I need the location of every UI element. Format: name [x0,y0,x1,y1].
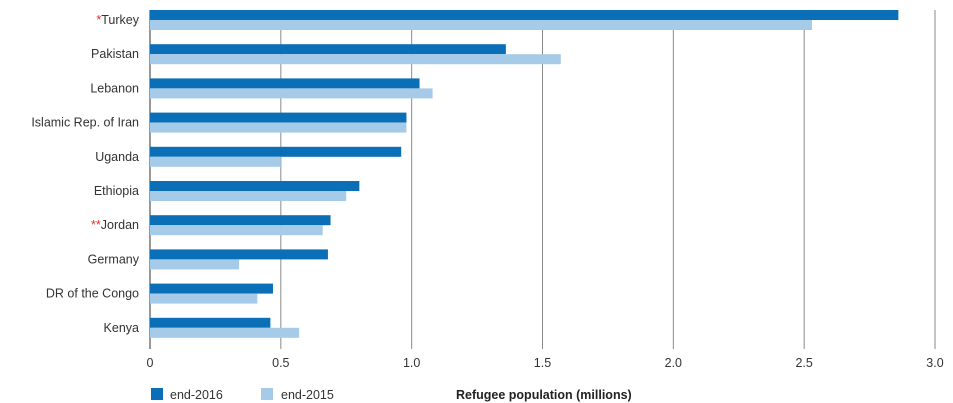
bar-end-2015-islamic-rep-of-iran [150,122,407,133]
x-tick-label: 0 [147,356,154,370]
category-label: *Turkey [96,13,139,27]
category-name: Germany [88,252,140,266]
category-name: Lebanon [90,81,139,95]
category-name: Uganda [95,150,139,164]
bar-end-2015-ethiopia [150,191,347,201]
category-name: Islamic Rep. of Iran [31,116,139,130]
bar-end-2016-lebanon [150,78,420,89]
bars [150,10,899,338]
bar-end-2015-turkey [150,20,813,30]
category-name: Pakistan [91,47,139,61]
category-name: Ethiopia [94,184,139,198]
bar-end-2015-germany [150,259,239,270]
category-label: Kenya [104,321,139,335]
bar-end-2016-kenya [150,317,271,328]
category-name: DR of the Congo [46,287,139,301]
x-tick-label: 2.5 [795,356,812,370]
legend-label-end-2015: end-2015 [281,388,334,402]
legend: end-2016 end-2015 [151,388,334,402]
bar-end-2016-islamic-rep-of-iran [150,112,407,123]
bar-end-2016-turkey [150,10,899,20]
x-tick-label: 2.0 [665,356,682,370]
legend-swatch-end-2015 [261,388,273,400]
category-label: Ethiopia [94,184,139,198]
bar-end-2016-germany [150,249,328,260]
bar-end-2016-uganda [150,146,402,157]
bar-end-2016-ethiopia [150,181,360,191]
bar-end-2016-pakistan [150,44,506,55]
bar-end-2015-lebanon [150,88,433,99]
legend-label-end-2016: end-2016 [170,388,223,402]
legend-swatch-end-2016 [151,388,163,400]
x-tick-label: 0.5 [272,356,289,370]
category-label: **Jordan [91,218,139,232]
x-axis-title: Refugee population (millions) [456,388,632,402]
footnote-marker: ** [91,218,101,232]
bar-end-2015-kenya [150,327,300,338]
category-labels: *Turkey Pakistan Lebanon Islamic Rep. of Ir… [31,13,139,335]
category-label: Pakistan [91,47,139,61]
bar-end-2015-dr-of-the-congo [150,293,258,304]
bar-end-2016-dr-of-the-congo [150,283,273,294]
category-label: DR of the Congo [46,287,139,301]
category-label: Islamic Rep. of Iran [31,116,139,130]
bar-end-2015-pakistan [150,54,561,65]
x-tick-label: 1.5 [534,356,551,370]
category-name: Turkey [101,13,139,27]
bar-end-2016-jordan [150,215,331,226]
category-label: Lebanon [90,81,139,95]
category-label: Germany [88,252,140,266]
x-tick-labels: 0 0.5 1.0 1.5 2.0 2.5 3.0 [147,356,944,370]
x-tick-label: 1.0 [403,356,420,370]
footnote-marker: * [96,13,101,27]
category-label: Uganda [95,150,139,164]
category-name: Jordan [101,218,139,232]
x-tick-label: 3.0 [926,356,943,370]
bar-end-2015-uganda [150,156,281,167]
category-name: Kenya [104,321,139,335]
bar-end-2015-jordan [150,225,323,236]
